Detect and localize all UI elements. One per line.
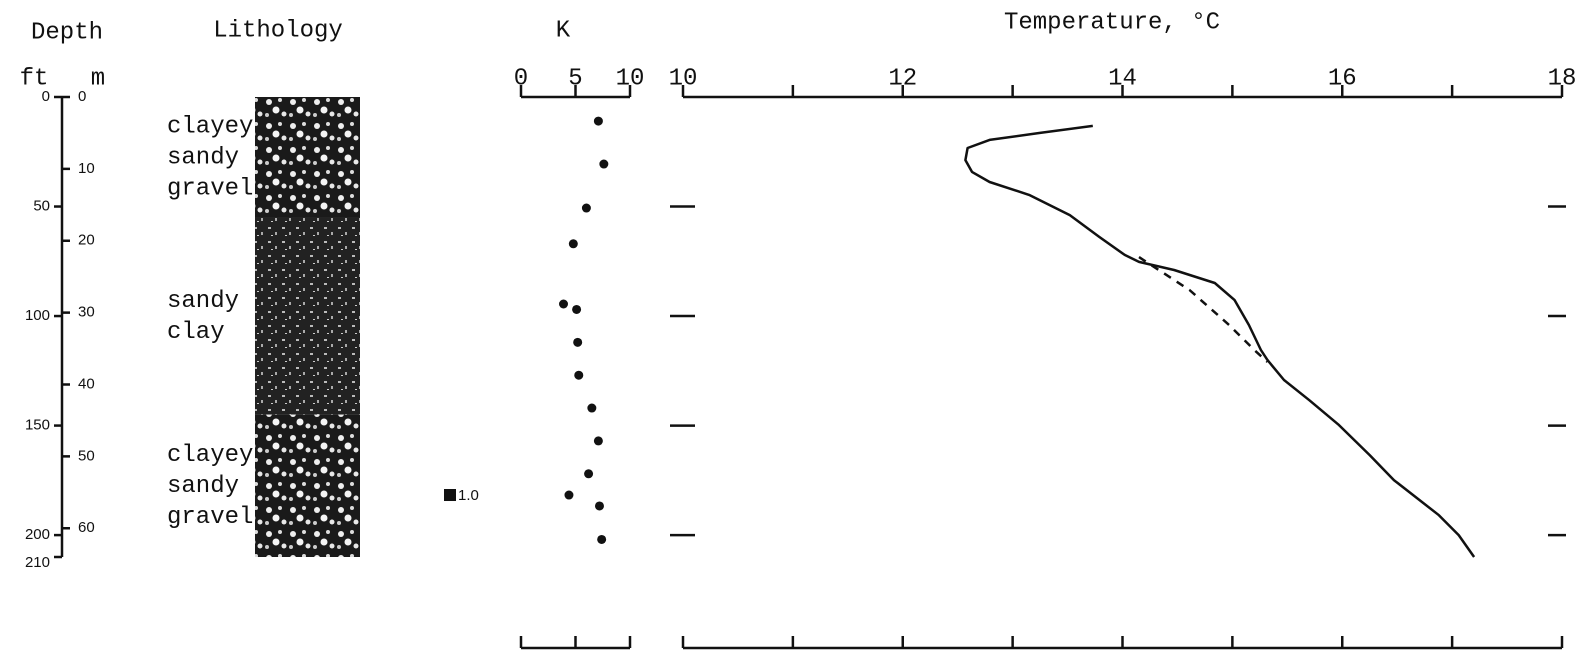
x-tick-label: 10 [669,65,698,92]
k-point [581,203,591,213]
ft-tick-label: 200 [25,526,50,543]
lithology-label: sandy [167,473,239,500]
lithology-unit [255,97,360,218]
m-tick-label: 10 [78,160,95,177]
annotation-marker [444,489,456,502]
lithology-label: sandy [167,145,239,172]
k-point [568,239,578,249]
lithology-label: sandy [167,288,239,315]
lithology-label: clay [167,319,225,346]
x-tick-label: 16 [1328,65,1357,92]
ft-tick-label: 150 [25,417,50,434]
x-tick-label: 18 [1548,65,1577,92]
lithology-title: Lithology [213,17,343,44]
k-point [574,370,584,380]
k-point [573,337,583,347]
x-tick-label: 5 [568,65,582,92]
ft-tick-label: 210 [25,554,50,571]
k-point [599,159,609,169]
temperature-title: Temperature, °C [1004,9,1220,36]
ft-tick-label: 100 [25,307,50,324]
temperature-profile [964,124,1476,558]
dashed-profile [1138,256,1269,363]
lithology-label: gravel [167,176,253,203]
m-label: m [91,65,105,92]
lithology-unit [255,414,360,557]
k-point [587,403,597,413]
k-point [572,304,582,314]
depth-title: Depth [31,19,103,46]
ft-tick-label: 50 [33,197,50,214]
m-tick-label: 20 [78,232,95,249]
lithology-label: gravel [167,504,253,531]
ft-label: ft [20,65,49,92]
lithology-label: clayey [167,114,253,141]
k-point [594,501,604,511]
x-tick-label: 10 [616,65,645,92]
x-tick-label: 0 [514,65,528,92]
k-point [584,469,594,479]
k-point [593,116,603,126]
ft-tick-label: 0 [42,88,50,105]
k-point [564,490,574,500]
m-tick-label: 50 [78,447,95,464]
m-tick-label: 60 [78,519,95,536]
m-tick-label: 0 [78,88,86,105]
lithology-unit [255,217,360,415]
m-tick-label: 40 [78,375,95,392]
x-tick-label: 14 [1108,65,1137,92]
x-tick-label: 12 [888,65,917,92]
k-title: K [556,17,571,44]
m-tick-label: 30 [78,304,95,321]
k-point [597,534,607,544]
k-point [593,436,603,446]
annotation-label: 1.0 [458,487,479,504]
lithology-label: clayey [167,442,253,469]
k-point [559,299,569,309]
